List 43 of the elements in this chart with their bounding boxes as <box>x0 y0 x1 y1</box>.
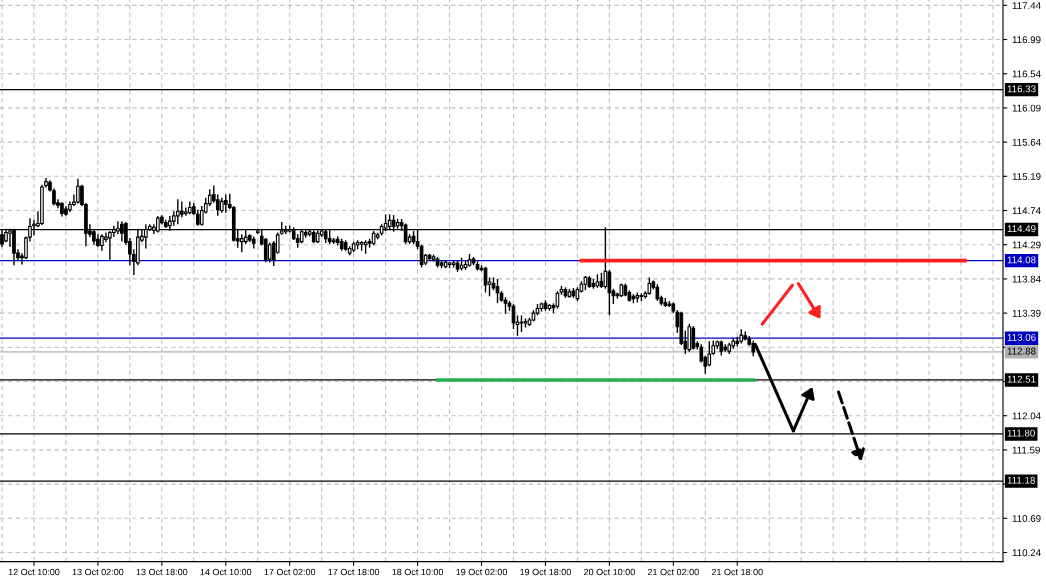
ref-line-label: 111.80 <box>1007 429 1035 437</box>
y-tick-label: 116.09 <box>1012 104 1041 112</box>
y-tick-label: 117.44 <box>1012 2 1041 9</box>
ref-line-label: 111.18 <box>1007 476 1035 484</box>
x-tick-label: 14 Oct 10:00 <box>200 568 252 576</box>
x-tick-label: 21 Oct 02:00 <box>647 568 699 576</box>
y-tick-label: 113.39 <box>1012 309 1041 317</box>
candlestick <box>120 221 124 242</box>
candlestick <box>76 178 80 204</box>
ref-line-label: 116.33 <box>1007 85 1036 93</box>
y-tick-label: 113.84 <box>1012 275 1041 283</box>
candlestick <box>116 221 120 235</box>
x-tick-label: 19 Oct 02:00 <box>456 568 508 576</box>
x-tick-label: 12 Oct 10:00 <box>8 568 60 576</box>
y-tick-label: 114.29 <box>1012 241 1041 249</box>
candlestick <box>215 194 220 216</box>
candlestick <box>263 237 268 263</box>
y-tick-label: 115.64 <box>1012 138 1041 146</box>
x-tick-label: 13 Oct 18:00 <box>136 568 188 576</box>
x-tick-label: 17 Oct 02:00 <box>264 568 316 576</box>
x-tick-label: 18 Oct 10:00 <box>392 568 444 576</box>
x-tick-label: 13 Oct 02:00 <box>72 568 124 576</box>
candlestick <box>419 244 424 268</box>
x-tick-label: 19 Oct 18:00 <box>520 568 571 576</box>
y-tick-label: 114.74 <box>1012 207 1041 215</box>
ref-line-label: 112.51 <box>1007 375 1036 383</box>
y-tick-label: 116.99 <box>1012 36 1041 44</box>
ref-line-label: 112.88 <box>1007 347 1036 355</box>
y-tick-label: 115.19 <box>1012 173 1041 180</box>
x-tick-label: 21 Oct 18:00 <box>711 568 763 576</box>
candlestick <box>267 242 272 263</box>
y-tick-label: 116.54 <box>1012 70 1041 78</box>
y-tick-label: 110.24 <box>1012 549 1041 557</box>
y-tick-label: 110.69 <box>1012 515 1041 522</box>
ref-line-label: 114.49 <box>1007 225 1036 233</box>
ref-line-label: 113.06 <box>1007 333 1036 341</box>
candlestick <box>179 201 184 218</box>
candlestick <box>687 323 692 352</box>
y-tick-label: 112.04 <box>1012 412 1041 420</box>
x-tick-label: 17 Oct 18:00 <box>328 568 380 576</box>
ref-line-label: 114.08 <box>1007 256 1036 264</box>
y-tick-label: 111.59 <box>1012 446 1040 454</box>
x-tick-label: 20 Oct 10:00 <box>584 568 635 576</box>
